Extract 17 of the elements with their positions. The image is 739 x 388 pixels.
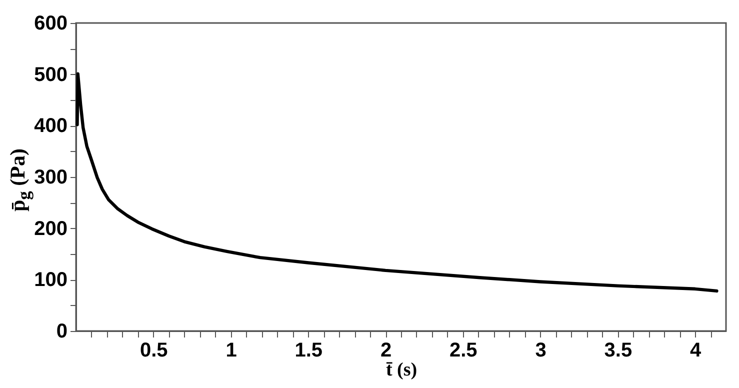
x-tick-label: 0.5	[140, 340, 168, 362]
y-tick-label: 100	[34, 269, 68, 292]
x-tick-label: 2.5	[450, 340, 478, 362]
x-axis-title: t̄ (s)	[386, 360, 418, 380]
line-series	[76, 72, 718, 293]
x-tick-label: 3	[535, 340, 546, 362]
x-tick-label: 1.5	[294, 340, 323, 362]
y-tick-label: 300	[34, 166, 68, 188]
x-tick-label: 2	[380, 340, 392, 362]
x-tick-label: 4	[690, 340, 702, 362]
x-tick-label: 3.5	[604, 340, 632, 362]
y-tick-label: 500	[34, 64, 68, 86]
y-tick-label: 200	[34, 218, 68, 240]
y-tick-label: 400	[34, 115, 68, 138]
y-tick-label: 600	[34, 12, 68, 34]
x-tick-label: 1	[226, 340, 237, 362]
y-tick-label: 0	[56, 320, 68, 342]
